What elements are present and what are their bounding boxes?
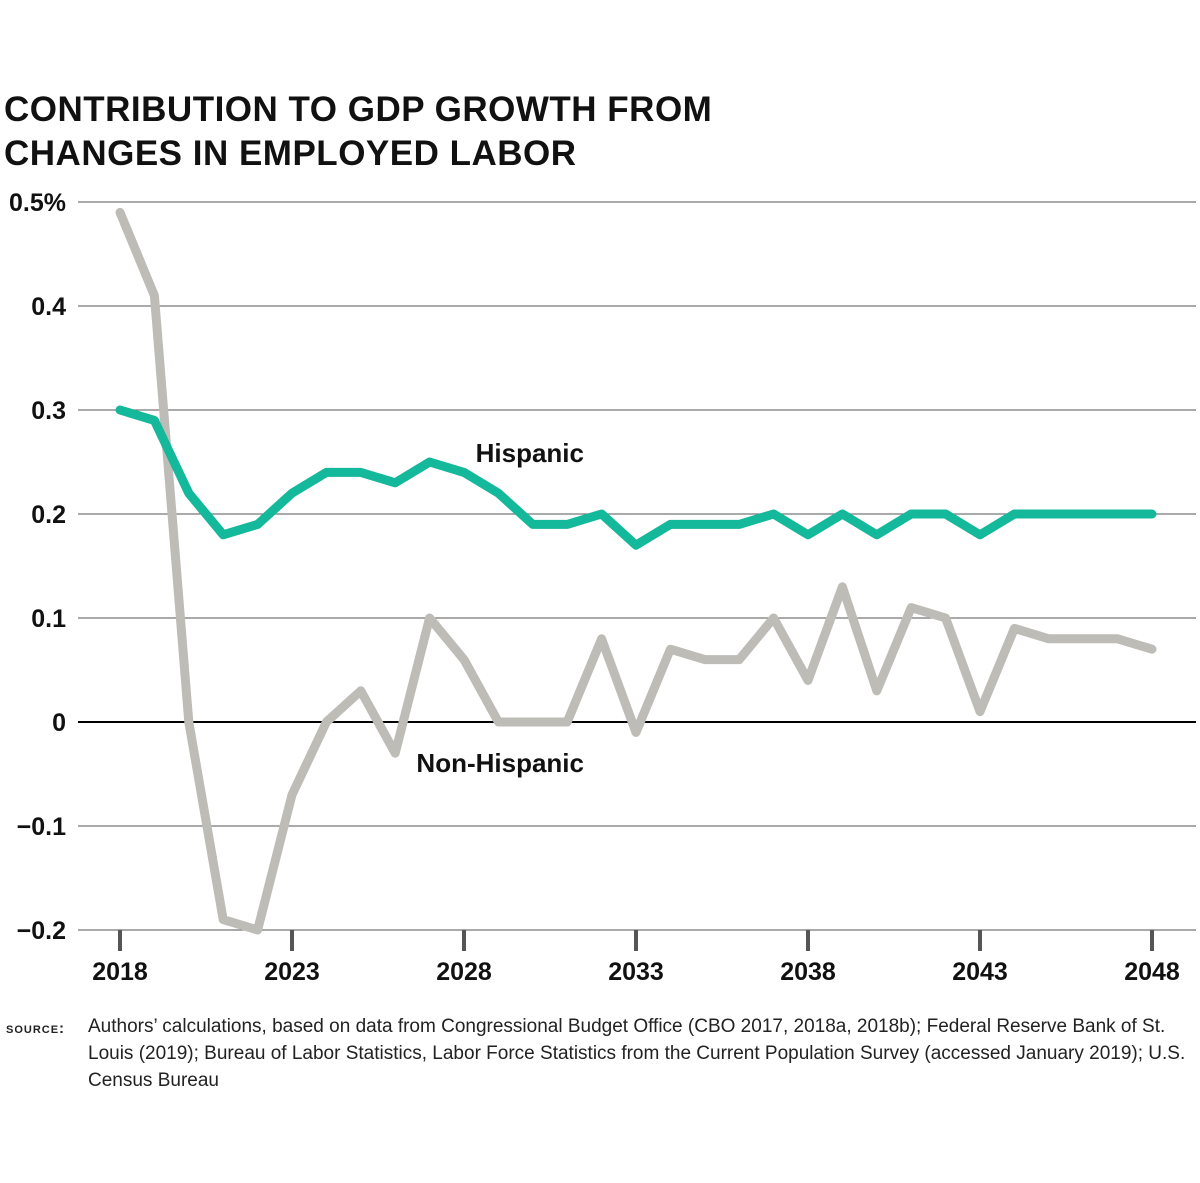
x-axis: 2018 2023 2028 2033 2038 2043 2048 xyxy=(92,930,1180,986)
x-tick-label: 2048 xyxy=(1124,958,1180,986)
x-tick-label: 2018 xyxy=(92,958,148,986)
source-text: Authors’ calculations, based on data fro… xyxy=(88,1016,1186,1091)
series-label-hispanic: Hispanic xyxy=(476,438,584,468)
chart-title-line-2: CHANGES IN EMPLOYED LABOR xyxy=(4,134,577,173)
y-tick-label: 0.4 xyxy=(31,293,66,321)
y-axis: −0.2 −0.1 0 0.1 0.2 0.3 0.4 0.5% xyxy=(9,189,66,945)
source-label: SOURCE: xyxy=(6,1020,66,1037)
line-chart: −0.2−0.100.10.20.30.40.5% 2018 2023 2028 20… xyxy=(9,189,1196,986)
series-label-non-hispanic: Non-Hispanic xyxy=(416,748,584,778)
x-tick-label: 2033 xyxy=(608,958,664,986)
grid-layer xyxy=(78,201,1196,931)
chart-title: CONTRIBUTION TO GDP GROWTH FROM CHANGES … xyxy=(4,88,904,176)
source-note: SOURCE: Authors’ calculations, based on … xyxy=(6,1013,1186,1094)
x-tick-label: 2023 xyxy=(264,958,320,986)
series-layer xyxy=(115,207,1157,935)
chart-title-line-1: CONTRIBUTION TO GDP GROWTH FROM xyxy=(4,90,713,129)
series-line-non-hispanic xyxy=(115,207,1157,935)
y-tick-label: 0.1 xyxy=(31,605,66,633)
y-tick-label: 0.5% xyxy=(9,189,66,217)
series-labels: Hispanic Non-Hispanic xyxy=(416,438,584,778)
y-tick-label: −0.1 xyxy=(17,813,66,841)
y-tick-label: −0.2 xyxy=(17,917,66,945)
x-tick-label: 2028 xyxy=(436,958,492,986)
y-tick-label: 0.2 xyxy=(31,501,66,529)
series-line-hispanic xyxy=(115,405,1157,550)
x-tick-label: 2043 xyxy=(952,958,1008,986)
x-tick-label: 2038 xyxy=(780,958,836,986)
y-tick-label: 0.3 xyxy=(31,397,66,425)
y-tick-label: 0 xyxy=(52,709,66,737)
